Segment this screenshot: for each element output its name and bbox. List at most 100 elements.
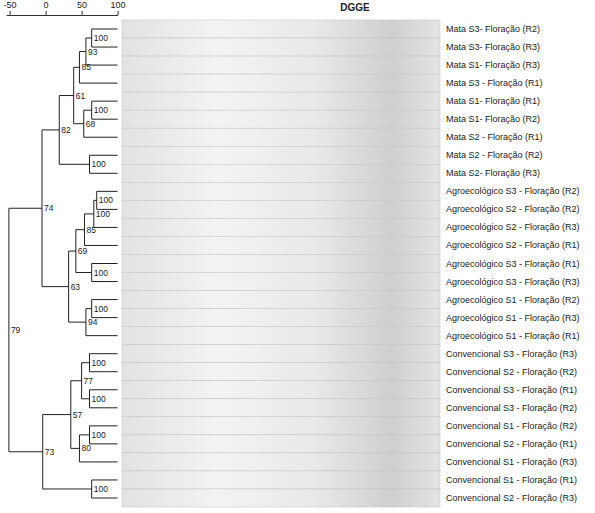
leaf-label: Mata S3- Floração (R3): [446, 42, 540, 52]
support-label: 74: [44, 203, 54, 213]
branch: [42, 130, 69, 287]
leaf-label: Agroecológico S1 - Floração (R1): [446, 331, 580, 341]
gel-lane: [122, 110, 440, 128]
support-label: 85: [81, 62, 91, 72]
tick-mark: [46, 11, 47, 15]
tick: -50: [4, 0, 17, 15]
leaf-label: Agroecológico S1 - Floração (R2): [446, 295, 580, 305]
leaf-label: Mata S2 - Floração (R1): [446, 132, 543, 142]
support-labels: 1009385100686110082100100851006910094637…: [11, 33, 113, 494]
title: DGGE: [340, 2, 370, 13]
branch: [69, 251, 86, 322]
leaf-label: Agroecológico S1 - Floração (R3): [446, 313, 580, 323]
branch: [90, 354, 118, 372]
support-label: 100: [94, 105, 108, 115]
gel-lane: [122, 417, 440, 435]
chart: DGGE Mata S3- Floração (R2)Mata S3- Flora…: [0, 0, 595, 513]
tick: 0: [44, 0, 49, 15]
branch: [92, 264, 118, 282]
gel-lane: [122, 399, 440, 417]
leaf-label: Mata S2 - Floração (R2): [446, 150, 543, 160]
gel-lane: [122, 74, 440, 92]
leaf-label: Convencional S2 - Floração (R3): [446, 493, 577, 503]
branch: [59, 96, 89, 165]
support-label: 100: [94, 484, 108, 494]
leaf-label: Mata S3 - Floração (R1): [446, 78, 543, 88]
gel-lane: [122, 345, 440, 363]
support-label: 68: [86, 119, 96, 129]
support-label: 85: [86, 225, 96, 235]
support-label: 100: [92, 159, 106, 169]
gel-lane: [122, 327, 440, 345]
x-axis: -50 0 50 100: [4, 0, 126, 16]
support-label: 100: [99, 195, 113, 205]
leaf-label: Convencional S1 - Floração (R3): [446, 457, 577, 467]
support-label: 63: [71, 282, 81, 292]
leaf-label: Agroecológico S2 - Floração (R3): [446, 222, 580, 232]
branch: [92, 480, 118, 498]
gel-lane: [122, 38, 440, 56]
tick-mark: [118, 11, 119, 15]
tick: 100: [111, 0, 126, 15]
leaf-label: Agroecológico S3 - Floração (R1): [446, 259, 580, 269]
branch: [97, 191, 118, 209]
tick-label: -50: [4, 0, 17, 10]
tick-label: 0: [44, 0, 49, 10]
leaf-label: Convencional S1 - Floração (R1): [446, 475, 577, 485]
branch: [71, 381, 82, 449]
gel-lane: [122, 56, 440, 74]
gel-lane: [122, 363, 440, 381]
gel-lane: [122, 471, 440, 489]
gel-lane: [122, 20, 440, 38]
leaf-labels: Mata S3- Floração (R2)Mata S3- Floração …: [446, 24, 580, 503]
gel-lane: [122, 254, 440, 272]
axis-line: [7, 15, 119, 16]
gel-lane: [122, 453, 440, 471]
support-label: 100: [94, 268, 108, 278]
support-label: 82: [61, 125, 71, 135]
branch: [43, 415, 92, 489]
gel-lane: [122, 164, 440, 182]
gel-lane: [122, 146, 440, 164]
support-label: 93: [88, 47, 98, 57]
gel-lane: [122, 435, 440, 453]
gel: [122, 20, 440, 507]
support-label: 77: [84, 376, 94, 386]
support-label: 100: [92, 430, 106, 440]
gel-lane: [122, 489, 440, 507]
branch: [9, 208, 43, 452]
gel-lane: [122, 218, 440, 236]
leaf-label: Agroecológico S2 - Floração (R2): [446, 204, 580, 214]
gel-lane: [122, 381, 440, 399]
leaf-label: Agroecológico S2 - Floração (R1): [446, 240, 580, 250]
gel-lane: [122, 182, 440, 200]
leaf-label: Convencional S2 - Floração (R2): [446, 367, 577, 377]
branch: [92, 300, 118, 318]
support-label: 80: [81, 443, 91, 453]
tick-label: 50: [77, 0, 87, 10]
support-label: 100: [96, 209, 110, 219]
leaf-label: Agroecológico S3 - Floração (R2): [446, 186, 580, 196]
branch: [90, 426, 118, 444]
leaf-label: Convencional S2 - Floração (R1): [446, 439, 577, 449]
gel-lane: [122, 128, 440, 146]
support-label: 100: [92, 394, 106, 404]
leaf-label: Mata S2- Floração (R3): [446, 168, 540, 178]
gel-lane: [122, 309, 440, 327]
tick-mark: [82, 11, 83, 15]
branch: [79, 52, 117, 84]
gel-lane: [122, 236, 440, 254]
support-label: 61: [76, 91, 86, 101]
support-label: 94: [88, 317, 98, 327]
support-label: 100: [92, 358, 106, 368]
leaf-label: Mata S1- Floração (R1): [446, 96, 540, 106]
support-label: 73: [45, 447, 55, 457]
branch: [92, 101, 118, 119]
leaf-label: Mata S1- Floração (R3): [446, 60, 540, 70]
gel-lane: [122, 291, 440, 309]
branch: [90, 390, 118, 408]
branch: [90, 155, 118, 173]
dendrogram: [9, 29, 118, 498]
support-label: 57: [73, 410, 83, 420]
branch: [76, 230, 92, 273]
